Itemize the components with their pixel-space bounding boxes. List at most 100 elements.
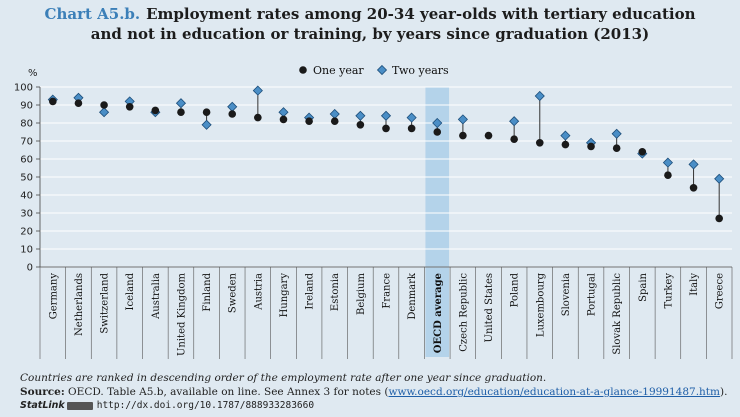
point-two-years <box>227 101 238 112</box>
source-text: OECD. Table A5.b, available on line. See… <box>68 386 389 398</box>
point-one-year <box>356 121 365 129</box>
point-two-years <box>714 173 725 184</box>
title-line-2: and not in education or training, by yea… <box>90 25 650 43</box>
chart-id: Chart A5.b. <box>44 5 141 23</box>
point-one-year <box>510 135 518 143</box>
category-label: Iceland <box>125 272 136 310</box>
y-axis-unit-label: % <box>28 68 38 79</box>
chart: 0 10 20 30 40 50 60 70 80 90 100% Germany Netherlan… <box>14 64 733 359</box>
point-two-years <box>611 128 622 139</box>
source-link[interactable]: www.oecd.org/education/education-at-a-gl… <box>388 386 720 398</box>
chart-notes: Countries are ranked in descending order… <box>20 371 735 413</box>
category-label: Hungary <box>279 273 290 318</box>
category-label: France <box>382 273 393 309</box>
statlink-url[interactable]: http://dx.doi.org/10.1787/888933283660 <box>96 400 315 411</box>
point-two-years <box>175 98 187 109</box>
point-one-year <box>151 106 160 115</box>
point-one-year <box>100 101 108 109</box>
category-label: Sweden <box>228 272 239 313</box>
source-label: Source: <box>20 386 65 398</box>
y-tick-label: 80 <box>20 119 33 130</box>
y-tick-label: 40 <box>20 191 33 202</box>
point-one-year <box>202 108 211 116</box>
point-one-year <box>612 144 621 152</box>
statlink-line: StatLink http://dx.doi.org/10.1787/888933… <box>20 399 735 413</box>
category-label: Estonia <box>330 273 341 311</box>
point-two-years <box>432 117 443 129</box>
point-one-year <box>561 140 570 149</box>
y-tick-label: 50 <box>20 173 33 184</box>
point-one-year <box>177 108 185 116</box>
point-two-years <box>380 110 392 121</box>
category-label: Italy <box>689 273 700 296</box>
category-label: Netherlands <box>74 273 85 336</box>
point-one-year <box>433 128 442 136</box>
point-two-years <box>99 107 110 118</box>
point-one-year <box>407 124 416 133</box>
point-one-year <box>305 117 313 125</box>
point-one-year <box>279 115 288 124</box>
point-one-year <box>74 99 83 107</box>
category-label: Slovenia <box>561 273 572 316</box>
ranking-note: Countries are ranked in descending order… <box>20 372 547 384</box>
legend-two-years-label: Two years <box>392 64 449 77</box>
legend-two-years-marker <box>376 64 388 76</box>
statlink-label: StatLink <box>20 400 65 411</box>
point-one-year <box>535 139 544 147</box>
chart-title: Chart A5.b. Employment rates among 20-34 … <box>0 4 740 44</box>
y-tick-label: 0 <box>27 263 33 274</box>
point-one-year <box>638 148 647 156</box>
y-tick-label: 100 <box>14 83 33 94</box>
point-two-years <box>201 119 212 130</box>
y-tick-label: 60 <box>20 155 33 166</box>
legend-one-year-marker <box>299 66 307 74</box>
category-label: United Kingdom <box>176 272 187 356</box>
category-label: Czech Republic <box>458 273 469 352</box>
point-two-years <box>688 159 699 170</box>
y-tick-label: 90 <box>20 101 33 112</box>
point-two-years <box>534 90 545 102</box>
point-one-year <box>330 117 339 125</box>
source-end: ). <box>719 386 728 398</box>
category-label: Turkey <box>663 273 674 309</box>
y-tick-label: 10 <box>20 245 33 256</box>
highlight-band <box>425 87 450 357</box>
y-tick-label: 20 <box>20 227 33 238</box>
point-one-year <box>228 110 237 118</box>
point-two-years <box>278 107 289 118</box>
title-line-1: Employment rates among 20-34 year-olds w… <box>146 5 696 23</box>
point-two-years <box>662 157 673 168</box>
category-label: Slovak Republic <box>612 273 623 355</box>
point-one-year <box>484 131 493 140</box>
point-two-years <box>560 130 571 141</box>
category-label: Ireland <box>305 272 316 309</box>
point-one-year <box>254 113 262 122</box>
point-two-years <box>509 116 520 127</box>
point-one-year <box>125 103 134 111</box>
category-label: Switzerland <box>100 272 111 333</box>
point-one-year <box>664 171 672 179</box>
point-two-years <box>252 85 263 96</box>
category-label: Belgium <box>356 272 367 315</box>
point-two-years <box>457 114 468 125</box>
category-label: Finland <box>202 272 213 311</box>
y-tick-label: 70 <box>20 137 33 148</box>
category-label: Luxembourg <box>535 272 546 337</box>
category-label: United States <box>484 273 495 342</box>
point-two-years <box>329 108 340 120</box>
point-one-year <box>587 142 595 151</box>
category-label: Portugal <box>587 273 598 316</box>
category-label: Greece <box>715 273 726 309</box>
category-label: Austria <box>253 273 264 311</box>
category-label: OECD average <box>433 273 444 353</box>
legend-one-year-label: One year <box>313 64 364 77</box>
y-tick-label: 30 <box>20 209 33 220</box>
source-line: Source: OECD. Table A5.b, available on l… <box>20 385 735 399</box>
category-label: Germany <box>48 273 59 320</box>
category-label: Australia <box>151 273 162 320</box>
statlink-logo-icon <box>66 401 93 410</box>
point-two-years <box>406 112 417 123</box>
point-one-year <box>49 97 57 106</box>
point-one-year <box>459 131 467 140</box>
category-label: Denmark <box>407 272 418 320</box>
